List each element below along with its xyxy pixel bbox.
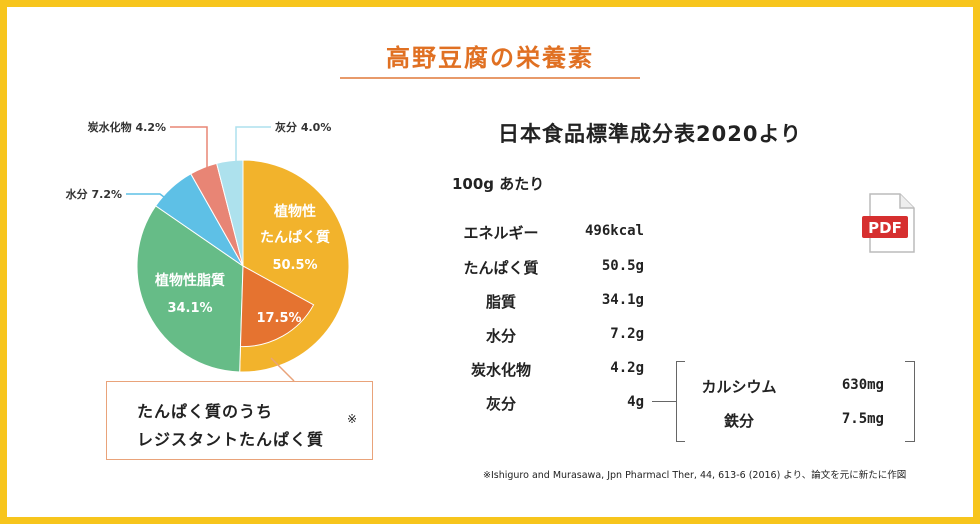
mineral-bracket-left-bottom: [676, 441, 685, 442]
pie-sub-slice: [239, 265, 315, 348]
mineral-name: 鉄分: [723, 412, 754, 430]
footnote: ※Ishiguro and Murasawa, Jpn Pharmacl The…: [483, 470, 907, 481]
resistant-protein-callout: たんぱく質のうち レジスタントたんぱく質 ※: [106, 381, 373, 460]
mineral-value: 630mg: [841, 377, 884, 393]
per-amount-label: 100g あたり: [452, 175, 545, 193]
callout-leader-line: [270, 357, 295, 382]
nutrient-name: 炭水化物: [470, 361, 531, 379]
nutrient-value: 50.5g: [601, 258, 644, 274]
slice-label-protein-line2: たんぱく質: [260, 229, 330, 246]
nutrient-name: エネルギー: [463, 224, 539, 242]
mineral-bracket-left: [676, 361, 677, 442]
nutrient-value: 7.2g: [610, 326, 644, 342]
pie-slice-1: [136, 205, 244, 373]
page-title: 高野豆腐の栄養素: [386, 44, 594, 72]
nutrient-value: 496kcal: [584, 223, 644, 239]
mineral-value: 7.5mg: [841, 411, 884, 427]
nutrient-value: 34.1g: [601, 292, 644, 308]
mineral-connector: [652, 401, 676, 402]
nutrient-name: たんぱく質: [463, 259, 539, 277]
slice-value-protein: 50.5%: [272, 258, 317, 273]
nutrient-name: 水分: [485, 327, 516, 345]
slice-external-label-2: 水分 7.2%: [66, 187, 122, 201]
slice-external-label-4: 灰分 4.0%: [275, 120, 331, 134]
mineral-bracket-left-top: [676, 361, 685, 362]
leader-line-2: [126, 193, 177, 207]
title-underline: [340, 77, 640, 79]
leader-line-3: [170, 126, 208, 170]
nutrient-name: 灰分: [485, 395, 516, 413]
nutrient-value: 4g: [627, 394, 644, 410]
callout-line-1: たんぱく質のうち: [137, 402, 274, 421]
slice-value-fat: 34.1%: [167, 301, 212, 316]
slice-value-resistant: 17.5%: [256, 311, 301, 326]
slice-label-fat: 植物性脂質: [154, 272, 225, 289]
callout-line-2: レジスタントたんぱく質: [137, 430, 325, 449]
nutrient-name: 脂質: [485, 293, 516, 311]
pie-slice-4: [216, 159, 244, 267]
pdf-label: PDF: [868, 219, 902, 237]
leader-line-4: [235, 126, 271, 164]
mineral-bracket-right-bottom: [905, 441, 914, 442]
callout-reference-mark: ※: [347, 412, 358, 426]
slice-external-label-3: 炭水化物 4.2%: [88, 120, 166, 134]
mineral-name: カルシウム: [701, 378, 777, 396]
slice-label-protein-line1: 植物性: [273, 203, 316, 220]
mineral-bracket-right: [914, 361, 915, 442]
nutrient-value: 4.2g: [610, 360, 644, 376]
source-heading: 日本食品標準成分表2020より: [498, 122, 803, 146]
pdf-download-icon[interactable]: PDF: [860, 192, 920, 256]
mineral-bracket-right-top: [905, 361, 914, 362]
